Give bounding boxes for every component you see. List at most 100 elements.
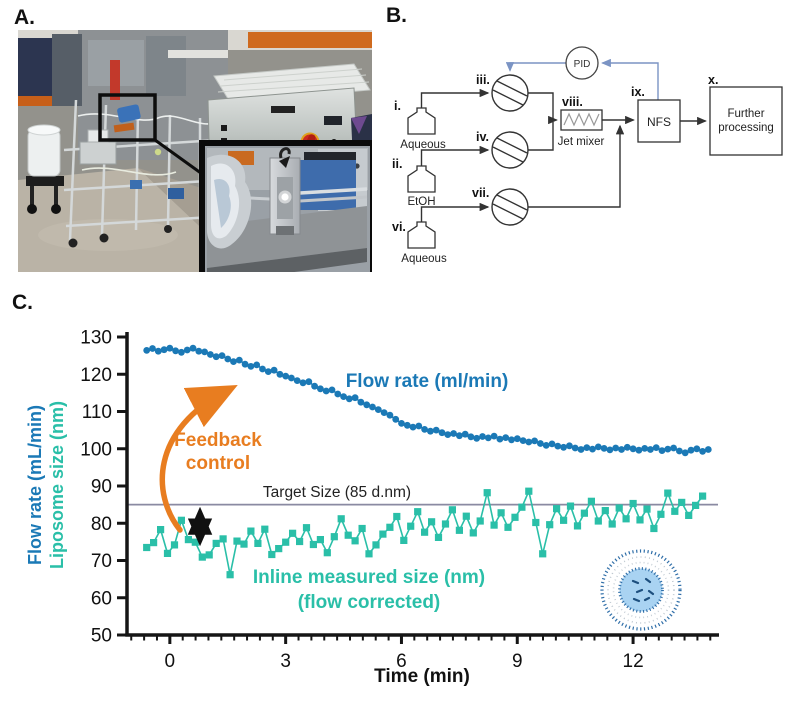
liposome-size-point [163,549,172,557]
label-viii: viii. [562,95,583,109]
liposome-size-point [511,513,519,521]
jet-mixer-label: Jet mixer [558,136,605,148]
flow-rate-point [670,444,677,452]
liposome-size-point [226,571,234,579]
flow-rate-point [386,411,394,419]
x-axis-title: Time (min) [374,666,470,687]
target-size-label: Target Size (85 d.nm) [263,484,411,501]
liposome-size-point [699,492,707,500]
jet-mixer [560,109,603,131]
flow-rate-point [201,348,209,356]
liposome-size-point [504,523,512,531]
etoh-label: EtOH [407,196,435,208]
flow-rate-point [334,390,342,398]
liposome-size-point [177,516,185,524]
bottle-aqueous-vi [407,221,436,249]
liposome-size-point [143,543,151,552]
flow-rate-point [612,444,620,452]
liposome-size-point [407,522,415,530]
flow-rate-point [444,431,452,438]
flow-rate-point [415,422,423,430]
flow-rate-point [183,346,191,354]
flow-rate-point [699,448,706,455]
flow-rate-point [317,385,324,393]
flow-rate-point [508,436,515,444]
flow-rate-point [195,347,203,355]
liposome-size-point [636,516,644,524]
flow-rate-point [224,355,232,363]
flow-rate-point [282,372,290,380]
liposome-size-point [455,526,463,534]
flow-rate-point [456,432,463,440]
liposome-size-point [302,524,311,532]
process-diagram: PID [380,0,800,285]
liposome-size-point [289,529,297,537]
liposome-size-point [414,508,422,516]
process-lines [420,88,707,222]
flow-rate-point [172,347,180,355]
liposome-size-point [476,517,484,525]
flow-rate-point [496,435,504,443]
liposome-size-point [573,522,582,530]
flow-rate-point [693,445,701,453]
liposome-size-point [386,523,394,531]
flow-rate-point [513,435,521,443]
liposome-size-point [685,511,693,519]
pump-iv [491,131,529,169]
flow-rate-point [566,442,573,450]
liposome-size-point [150,539,158,547]
liposome-size-point [379,530,387,538]
flow-rate-point [531,437,538,445]
liposome-size-point [393,512,401,521]
flow-rate-point [502,434,510,441]
flow-rate-point [641,445,649,452]
liposome-size-point [657,510,665,518]
aqueous-i-label: Aqueous [400,139,446,151]
equipment-photo [18,30,372,272]
diagram-names: Aqueous EtOH Aqueous Jet mixer [400,136,604,265]
x-tick-label: 0 [165,651,176,672]
y-axis-title-flow: Flow rate (mL/min) [25,405,45,565]
flow-rate-point [589,445,596,453]
flow-rate-point [554,442,562,450]
nfs-sensor: NFS [637,99,681,143]
liposome-size-point [351,537,359,545]
liposome-size-point [664,489,672,497]
liposome-size-point [191,538,199,546]
label-iii: iii. [476,73,490,87]
flow-rate-point [363,401,371,409]
flow-rate-point [178,348,185,356]
liposome-size-point [233,537,241,545]
liposome-size-point [309,540,317,549]
liposome-size-point [539,550,547,558]
y-tick-label: 80 [91,514,112,535]
nfs-label: NFS [647,115,671,129]
label-vii: vii. [472,186,489,200]
liposome-size-point [275,545,283,553]
pid-label: PID [574,59,591,70]
liposome-size-point [428,518,436,526]
pump-iii [491,74,529,112]
flow-rate-point [432,426,440,434]
flow-rate-point [149,345,156,352]
flow-rate-point [438,429,446,437]
flow-rate-point [461,430,469,438]
flow-rate-point [548,440,556,448]
aqueous-vi-label: Aqueous [401,253,447,265]
liposome-size-point [268,550,276,559]
x-tick-label: 12 [623,651,644,672]
y-tick-label: 70 [91,551,112,572]
flow-rate-point [247,363,255,370]
liposome-size-point [643,505,651,513]
liposome-size-point [553,505,561,513]
liposome-size-point [622,515,630,523]
pump-vii [491,188,529,226]
liposome-size-point [434,533,443,541]
label-iv: iv. [476,130,489,144]
panel-a-label: A. [14,6,35,29]
flow-rate-point [264,368,272,375]
flow-rate-point [212,353,220,361]
flow-rate-point [351,394,359,402]
diagram-labels: i. ii. vi. iii. iv. vii. viii. ix. x. [392,73,718,234]
flow-rate-point [230,358,237,365]
